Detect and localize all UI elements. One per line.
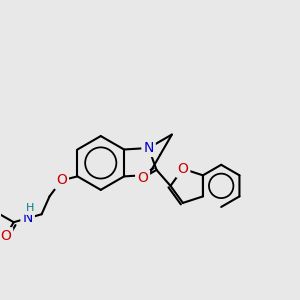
Text: O: O	[0, 229, 11, 243]
Text: O: O	[177, 162, 188, 176]
Text: H: H	[26, 203, 34, 213]
Text: N: N	[143, 141, 154, 155]
Text: O: O	[56, 173, 67, 188]
Text: N: N	[22, 211, 33, 225]
Text: O: O	[137, 171, 148, 185]
